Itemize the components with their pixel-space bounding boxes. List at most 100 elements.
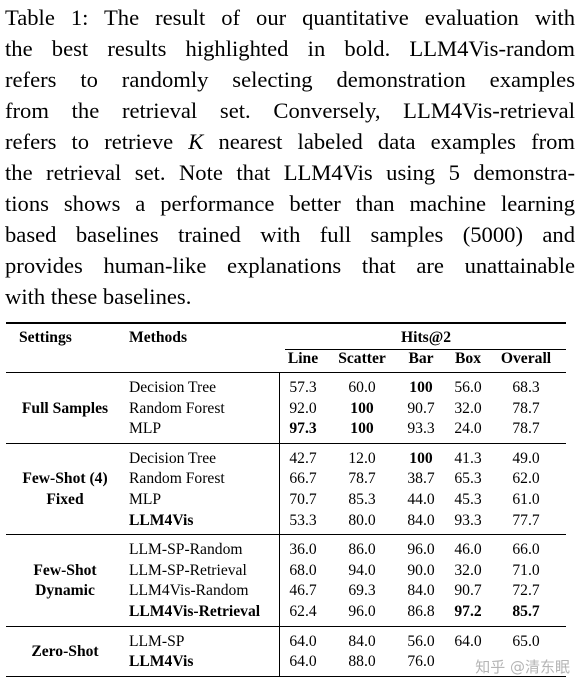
value-cell-box: 65.3 <box>454 470 482 488</box>
setting-label: Few-Shot <box>33 561 97 579</box>
method-cell: LLM-SP <box>129 632 185 650</box>
column-header-line: Line <box>287 350 319 367</box>
value-cell-overall: 72.7 <box>512 582 540 600</box>
caption-line: from the retrieval set. Conversely, LLM4… <box>5 98 575 123</box>
setting-label: Few-Shot (4) <box>22 470 108 488</box>
value-cell-scatter: 12.0 <box>348 449 376 467</box>
value-cell-bar: 100 <box>409 449 433 467</box>
value-cell-bar: 76.0 <box>407 653 435 671</box>
value-cell-line: 57.3 <box>289 379 317 396</box>
header-methods: Methods <box>129 329 188 346</box>
column-header-bar: Bar <box>408 350 434 367</box>
top-rule <box>6 322 566 324</box>
value-cell-bar: 90.7 <box>407 399 435 417</box>
column-separator <box>279 625 280 676</box>
value-cell-box: 45.3 <box>454 491 482 508</box>
setting-label: Dynamic <box>35 582 95 600</box>
column-header-overall: Overall <box>500 350 552 367</box>
value-cell-overall: 49.0 <box>512 449 540 467</box>
method-cell: LLM4Vis-Retrieval <box>129 603 261 620</box>
value-cell-line: 36.0 <box>289 541 317 559</box>
value-cell-bar: 96.0 <box>407 541 435 559</box>
value-cell-line: 92.0 <box>289 399 317 417</box>
value-cell-line: 53.3 <box>289 511 317 529</box>
column-header-box: Box <box>455 350 481 367</box>
header-rule <box>6 372 566 373</box>
group-separator-rule <box>6 625 566 627</box>
value-cell-scatter: 69.3 <box>348 582 376 600</box>
value-cell-line: 70.7 <box>289 491 317 508</box>
value-cell-scatter: 88.0 <box>348 653 376 671</box>
value-cell-box: 64.0 <box>454 632 482 650</box>
value-cell-bar: 84.0 <box>407 511 435 529</box>
caption-k-symbol: K <box>188 129 204 154</box>
value-cell-overall: 66.0 <box>512 541 540 559</box>
value-cell-line: 62.4 <box>289 603 317 620</box>
value-cell-overall: 77.7 <box>512 511 540 529</box>
method-cell: MLP <box>129 420 162 438</box>
value-cell-box: 24.0 <box>454 420 482 438</box>
method-cell: Random Forest <box>129 470 225 488</box>
method-cell: LLM4Vis <box>129 653 194 671</box>
setting-label: Full Samples <box>21 399 109 417</box>
header-settings: Settings <box>19 329 72 346</box>
value-cell-box: 41.3 <box>454 449 482 467</box>
method-cell: Decision Tree <box>129 379 217 396</box>
value-cell-scatter: 100 <box>350 399 374 417</box>
value-cell-line: 46.7 <box>289 582 317 600</box>
caption-line: refers to randomly selecting demonstrati… <box>5 67 575 92</box>
group-separator-rule <box>6 534 566 536</box>
column-separator <box>279 442 280 535</box>
caption-line: the retrieval set. Note that LLM4Vis usi… <box>5 160 575 185</box>
value-cell-scatter: 96.0 <box>348 603 376 620</box>
value-cell-overall: 68.3 <box>512 379 540 396</box>
value-cell-bar: 93.3 <box>407 420 435 438</box>
method-cell: LLM4Vis <box>129 511 194 529</box>
value-cell-box: 32.0 <box>454 399 482 417</box>
value-cell-scatter: 100 <box>350 420 374 438</box>
caption-line-k: refers to retrieve K nearest labeled dat… <box>5 129 575 154</box>
table-caption: Table 1: The result of our quantitative … <box>5 2 575 312</box>
value-cell-line: 64.0 <box>289 632 317 650</box>
value-cell-box: 32.0 <box>454 561 482 579</box>
caption-line: with these baselines. <box>5 284 192 309</box>
column-header-scatter: Scatter <box>338 350 386 367</box>
method-cell: MLP <box>129 491 162 508</box>
value-cell-line: 42.7 <box>289 449 317 467</box>
caption-line: tions shows a performance better than ma… <box>5 191 575 216</box>
value-cell-line: 64.0 <box>289 653 317 671</box>
value-cell-bar: 44.0 <box>407 491 435 508</box>
value-cell-box: 56.0 <box>454 379 482 396</box>
value-cell-scatter: 94.0 <box>348 561 376 579</box>
value-cell-scatter: 60.0 <box>348 379 376 396</box>
caption-line: based baselines trained with full sample… <box>5 222 575 247</box>
caption-line: the best results highlighted in bold. LL… <box>5 36 575 61</box>
value-cell-bar: 56.0 <box>407 632 435 650</box>
value-cell-box: 90.7 <box>454 582 482 600</box>
value-cell-overall: 78.7 <box>512 420 540 438</box>
group-separator-rule <box>6 442 566 444</box>
setting-label: Fixed <box>46 491 84 508</box>
value-cell-overall: 78.7 <box>512 399 540 417</box>
caption-line: Table 1: The result of our quantitative … <box>5 5 575 30</box>
value-cell-scatter: 84.0 <box>348 632 376 650</box>
method-cell: LLM-SP-Retrieval <box>129 561 247 579</box>
value-cell-box: 97.2 <box>454 603 482 620</box>
column-separator <box>279 372 280 443</box>
value-cell-box: 93.3 <box>454 511 482 529</box>
bottom-rule <box>6 675 566 678</box>
value-cell-line: 66.7 <box>289 470 317 488</box>
value-cell-overall: 71.0 <box>512 561 540 579</box>
value-cell-scatter: 80.0 <box>348 511 376 529</box>
value-cell-line: 97.3 <box>289 420 317 438</box>
value-cell-overall: 61.0 <box>512 491 540 508</box>
value-cell-scatter: 85.3 <box>348 491 376 508</box>
setting-label: Zero-Shot <box>31 642 99 660</box>
header-hits-group: Hits@2 <box>400 329 452 346</box>
value-cell-bar: 84.0 <box>407 582 435 600</box>
column-separator <box>279 534 280 626</box>
method-cell: Decision Tree <box>129 449 217 467</box>
value-cell-bar: 38.7 <box>407 470 435 488</box>
value-cell-overall: 85.7 <box>512 603 540 620</box>
caption-line: provides human-like explanations that ar… <box>5 253 575 278</box>
